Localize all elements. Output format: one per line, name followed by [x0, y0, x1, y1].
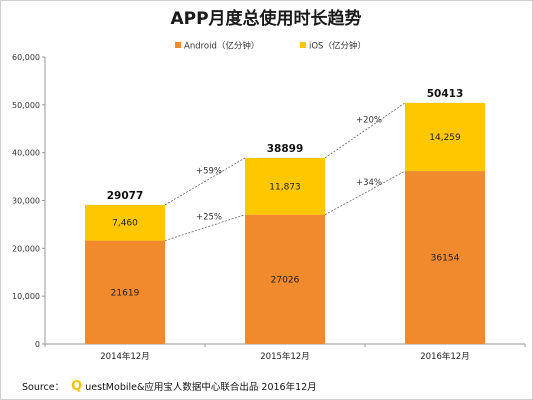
y-tick-label: 10,000: [12, 292, 40, 301]
legend-label-ios: iOS（亿分钟）: [309, 41, 366, 52]
segment-value-label: 36154: [431, 254, 460, 264]
x-tick-label: 2015年12月: [260, 351, 309, 362]
total-value-label: 29077: [107, 190, 144, 202]
growth-label: +20%: [356, 115, 382, 125]
y-tick-label: 20,000: [12, 244, 40, 253]
growth-label: +25%: [196, 213, 222, 223]
growth-connector-line: [164, 157, 246, 206]
chart-title: APP月度总使用时长趋势: [170, 8, 361, 29]
legend-label-android: Android（亿分钟）: [184, 41, 259, 52]
source-text: uestMobile&应用宝人数据中心联合出品 2016年12月: [85, 381, 316, 393]
segment-value-label: 11,873: [269, 182, 301, 192]
growth-connector-line: [324, 102, 406, 159]
growth-label: +59%: [196, 166, 222, 176]
growth-connector-line: [164, 214, 246, 241]
legend-swatch-ios: [300, 42, 306, 48]
source-note: Source： Q uestMobile&应用宝人数据中心联合出品 2016年1…: [22, 379, 317, 394]
bar-segment-android: [245, 214, 325, 344]
growth-annotations: +59% +25% +20% +34%: [164, 102, 406, 241]
total-value-label: 38899: [267, 143, 304, 155]
segment-value-label: 21619: [111, 288, 140, 298]
total-value-label: 50413: [427, 88, 464, 100]
segment-value-label: 27026: [271, 275, 300, 285]
y-tick-label: 50,000: [12, 101, 40, 110]
data-labels: 21619 7,460 29077 27026 11,873 38899 36154 14,2…: [107, 88, 464, 298]
bar-segment-ios: [405, 102, 485, 172]
growth-connector-line: [324, 170, 406, 216]
y-tick-label: 30,000: [12, 197, 40, 206]
x-tick-label: 2016年12月: [420, 351, 469, 362]
segment-value-label: 7,460: [112, 219, 138, 229]
source-prefix: Source：: [22, 382, 64, 393]
y-tick-label: 0: [35, 340, 40, 349]
legend-swatch-android: [175, 42, 181, 48]
y-tick-label: 60,000: [12, 53, 40, 62]
svg-text:Source： Q uestMobi: Source： Q uestMobile&应用宝人数据中心联合出品 2016年1…: [22, 379, 317, 394]
x-tick-label: 2014年12月: [100, 351, 149, 362]
bars: [85, 102, 485, 344]
y-tick-label: 40,000: [12, 149, 40, 158]
bar-segment-android: [85, 240, 165, 344]
growth-label: +34%: [356, 178, 382, 188]
legend: Android（亿分钟） iOS（亿分钟）: [175, 41, 366, 52]
bar-segment-android: [405, 171, 485, 344]
source-logo: Q: [71, 379, 82, 394]
bar-segment-ios: [85, 204, 165, 241]
segment-value-label: 14,259: [429, 133, 461, 143]
bar-segment-ios: [245, 157, 325, 215]
